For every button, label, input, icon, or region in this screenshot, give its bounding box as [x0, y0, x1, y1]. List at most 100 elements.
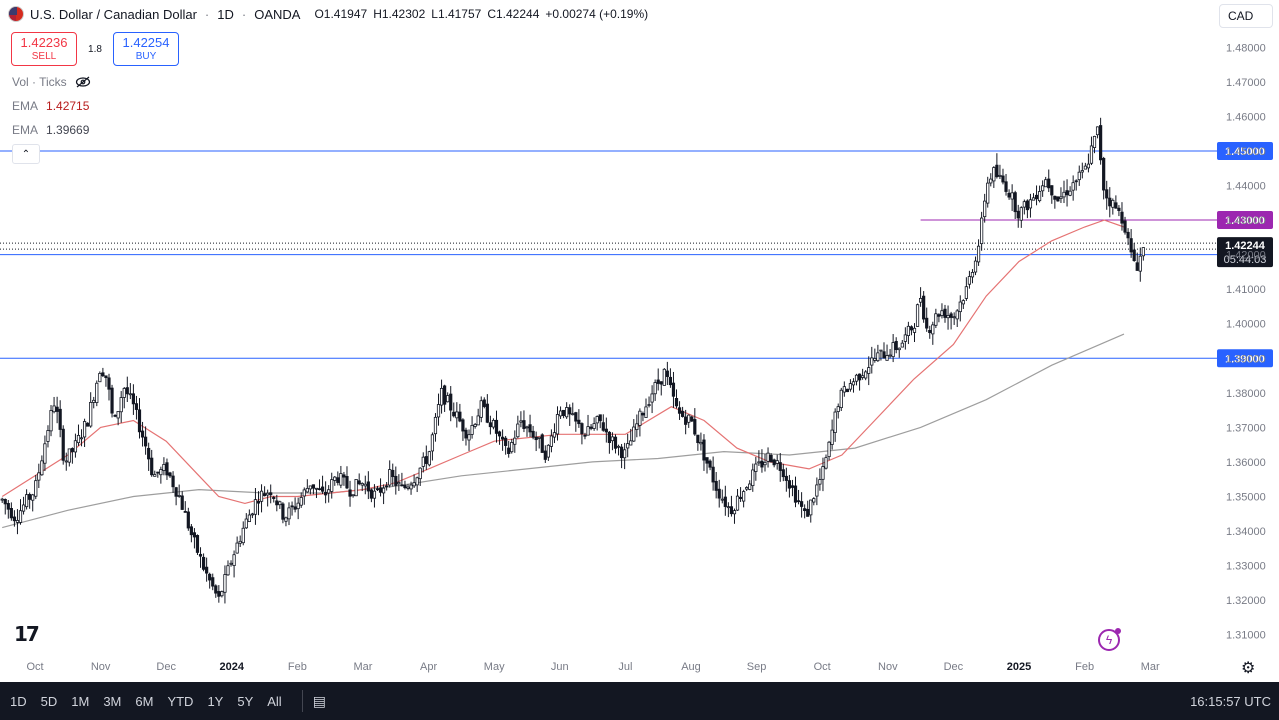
currency-select[interactable]: CAD: [1219, 4, 1273, 28]
ema-fast-indicator[interactable]: EMA 1.42715: [12, 99, 89, 113]
currency-value: CAD: [1228, 9, 1254, 23]
range-1m[interactable]: 1M: [71, 693, 90, 709]
candle-body: [659, 381, 663, 385]
candle-body: [589, 426, 593, 429]
broker-label: OANDA: [254, 6, 301, 22]
volume-indicator[interactable]: Vol · Ticks: [12, 75, 91, 89]
candle-body: [256, 500, 261, 504]
tradingview-logo-icon[interactable]: 17: [14, 622, 40, 646]
price-chart[interactable]: 1.45000 1.43000 1.42000 1.39000 1.42244 05:44…: [0, 0, 1279, 682]
candle-body: [217, 591, 221, 597]
candle-body: [128, 393, 132, 396]
candle-body: [1095, 126, 1100, 136]
candle-body: [580, 423, 584, 435]
candle-body: [308, 485, 312, 490]
time-tick-label: Oct: [814, 661, 831, 673]
range-3m[interactable]: 3M: [103, 693, 122, 709]
candle-body: [247, 514, 251, 523]
last-price-label: 1.42244: [1225, 240, 1266, 252]
candle-body: [745, 487, 749, 490]
candle-body: [189, 526, 193, 536]
candle-body: [781, 469, 785, 478]
candle-body: [845, 388, 849, 393]
candle-body: [879, 349, 883, 352]
candle-body: [1065, 190, 1069, 196]
candle-body: [110, 387, 114, 414]
candle-body: [995, 164, 999, 178]
candle-body: [305, 487, 309, 493]
candle-body: [867, 367, 871, 374]
ema-fast-label: EMA: [12, 99, 39, 113]
candle-body: [497, 431, 502, 437]
candle-body: [125, 387, 129, 395]
candle-body: [467, 434, 471, 441]
sell-button[interactable]: 1.42236 SELL: [11, 32, 77, 66]
candle-body: [864, 371, 868, 379]
range-ytd[interactable]: YTD: [167, 693, 194, 709]
candle-body: [562, 409, 566, 417]
candle-body: [629, 440, 633, 446]
candle-body: [186, 511, 190, 529]
candle-body: [1050, 185, 1054, 196]
candle-body: [320, 486, 325, 492]
countdown-label: 05:44:03: [1224, 254, 1267, 266]
candle-body: [1062, 191, 1066, 198]
range-5y[interactable]: 5Y: [237, 693, 254, 709]
candle-body: [330, 479, 334, 492]
flash-icon[interactable]: ϟ: [1098, 628, 1121, 651]
candle-body: [558, 410, 563, 417]
candle-body: [592, 423, 596, 429]
time-tick-label: Jul: [618, 661, 632, 673]
candle-body: [354, 479, 358, 497]
time-tick-label: 2024: [220, 661, 245, 673]
gear-icon[interactable]: ⚙: [1241, 660, 1256, 677]
candle-body: [421, 456, 425, 467]
ema-slow-indicator[interactable]: EMA 1.39669: [12, 123, 89, 137]
candle-body: [348, 489, 352, 497]
candle-body: [418, 467, 422, 480]
candle-body: [1105, 189, 1109, 199]
symbol-title[interactable]: U.S. Dollar / Canadian Dollar: [30, 6, 197, 22]
candle-body: [812, 498, 816, 503]
candle-body: [357, 480, 361, 485]
price-tick-label: 1.38000: [1226, 388, 1266, 400]
candle-body: [1092, 135, 1097, 148]
chevron-up-icon: ⌃: [21, 148, 31, 160]
time-tick-label: Dec: [944, 661, 964, 673]
buy-button[interactable]: 1.42254 BUY: [113, 32, 179, 66]
candle-body: [9, 508, 13, 519]
candle-body: [525, 426, 529, 429]
candle-body: [302, 489, 306, 497]
candle-body: [494, 419, 499, 434]
range-6m[interactable]: 6M: [135, 693, 154, 709]
interval-label[interactable]: 1D: [217, 6, 234, 22]
calendar-goto-icon[interactable]: ▤: [312, 692, 326, 709]
clock[interactable]: 16:15:57 UTC: [1190, 693, 1271, 709]
time-tick-label: Apr: [420, 661, 437, 673]
candle-body: [244, 518, 248, 529]
candle-body: [64, 460, 68, 463]
collapse-legend-button[interactable]: ⌃: [12, 144, 40, 164]
candle-body: [534, 436, 538, 441]
price-tick-label: 1.44000: [1226, 181, 1266, 193]
candle-body: [443, 385, 447, 405]
candle-body: [119, 397, 123, 413]
price-tick-label: 1.46000: [1226, 111, 1266, 123]
eye-hidden-icon[interactable]: [75, 76, 91, 88]
candle-body: [281, 503, 285, 520]
candle-body: [488, 422, 492, 428]
range-1y[interactable]: 1Y: [207, 693, 224, 709]
candles: [0, 117, 1145, 604]
candle-body: [763, 461, 767, 466]
candle-body: [1071, 182, 1075, 191]
candle-body: [595, 416, 599, 424]
candle-body: [183, 511, 187, 513]
candle-body: [1034, 194, 1039, 200]
candle-body: [290, 505, 294, 508]
price-tick-label: 1.42000: [1226, 250, 1266, 262]
range-1d[interactable]: 1D: [10, 693, 27, 709]
range-5d[interactable]: 5D: [40, 693, 58, 709]
level-price-label: 1.39000: [1225, 353, 1265, 365]
candle-body: [787, 480, 792, 489]
range-all[interactable]: All: [267, 693, 282, 709]
